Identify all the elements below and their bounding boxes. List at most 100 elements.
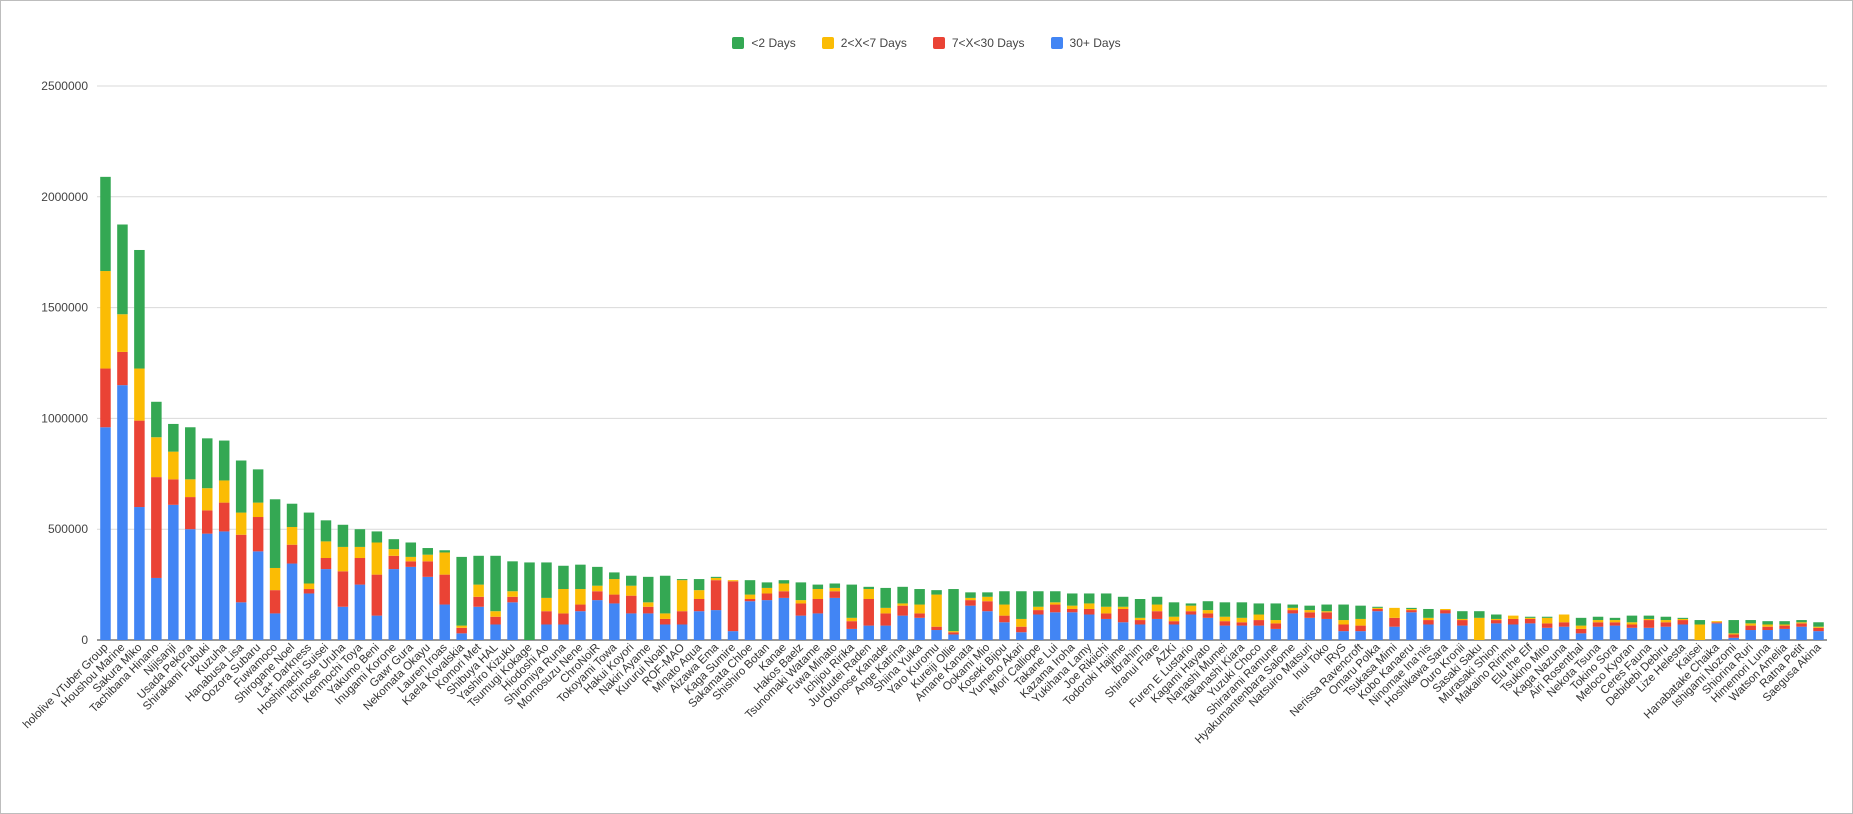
bar-segment: [439, 552, 450, 575]
bar-segment: [914, 613, 925, 618]
legend-item-30plus[interactable]: 30+ Days: [1050, 36, 1121, 50]
legend-item-7to30[interactable]: 7<X<30 Days: [932, 36, 1025, 50]
bar-segment: [1321, 604, 1332, 612]
bar-segment: [134, 249, 145, 369]
bar-segment: [507, 602, 518, 640]
legend-label-7to30: 7<X<30 Days: [951, 36, 1025, 50]
legend-item-2to7[interactable]: 2<X<7 Days: [821, 36, 907, 50]
bar-segment: [1677, 624, 1689, 640]
bar-segment: [1457, 620, 1468, 626]
bar-segment: [1151, 611, 1163, 619]
bar-segment: [354, 584, 366, 640]
bar-segment: [1677, 620, 1689, 625]
bar-segment: [1457, 611, 1468, 619]
bar-segment: [931, 594, 942, 627]
bar-segment: [405, 561, 417, 567]
bar-segment: [337, 524, 349, 547]
bar-segment: [1100, 618, 1112, 640]
bar-segment: [1287, 607, 1298, 611]
legend-label-30plus: 30+ Days: [1069, 36, 1121, 50]
bar-segment: [727, 631, 739, 640]
bar-segment: [642, 613, 654, 640]
bar-segment: [795, 582, 807, 601]
bar-segment: [541, 562, 552, 598]
bar-segment: [507, 561, 518, 592]
legend-item-lt2[interactable]: <2 Days: [732, 36, 796, 50]
bar-segment: [354, 529, 366, 547]
bar-segment: [1762, 630, 1773, 640]
bar-segment: [761, 593, 773, 601]
bar-segment: [235, 460, 247, 513]
bar-segment: [456, 556, 467, 626]
bar-segment: [1592, 620, 1604, 623]
bar-segment: [965, 597, 976, 601]
bar-segment: [1016, 626, 1027, 633]
bar-segment: [999, 622, 1010, 640]
bar-segment: [846, 621, 858, 629]
bar-segment: [1389, 626, 1400, 640]
bar-segment: [168, 479, 179, 505]
bar-segment: [1660, 626, 1672, 640]
bar-segment: [1745, 625, 1756, 631]
bar-segment: [286, 563, 298, 640]
bar-segment: [320, 558, 332, 570]
bar-segment: [473, 584, 484, 597]
bar-segment: [371, 574, 383, 616]
bar-segment: [1304, 617, 1315, 640]
bar-segment: [151, 477, 162, 578]
bar-segment: [371, 542, 383, 575]
bar-segment: [778, 580, 790, 584]
bar-segment: [744, 599, 756, 602]
bar-segment: [1694, 624, 1706, 640]
bar-segment: [269, 567, 281, 591]
bar-segment: [1762, 624, 1773, 627]
bar-segment: [320, 569, 332, 640]
bar-segment: [422, 554, 433, 562]
bar-segment: [524, 562, 535, 640]
bar-segment: [218, 531, 230, 640]
bar-segment: [1050, 602, 1061, 605]
bar-segment: [1796, 623, 1807, 627]
legend-swatch-lt2: [732, 37, 745, 49]
bar-segment: [134, 368, 145, 421]
bar-segment: [1524, 623, 1536, 640]
bar-segment: [846, 628, 858, 640]
bar-segment: [1050, 591, 1061, 603]
bar-segment: [1117, 608, 1129, 623]
bar-segment: [1643, 618, 1655, 621]
bar-segment: [1202, 610, 1214, 614]
bar-segment: [1287, 610, 1298, 614]
bar-segment: [880, 625, 891, 640]
bar-segment: [744, 594, 756, 600]
bar-segment: [1083, 593, 1095, 604]
bar-segment: [1151, 604, 1163, 612]
bar-segment: [1338, 620, 1349, 625]
bar-segment: [1355, 631, 1366, 640]
bar-segment: [1100, 593, 1112, 607]
bar-segment: [1423, 608, 1434, 618]
bar-segment: [185, 497, 196, 530]
bar-segment: [1474, 611, 1485, 618]
bar-segment: [1083, 614, 1095, 640]
bar-segment: [1372, 607, 1383, 609]
bar-segment: [1202, 601, 1214, 611]
bar-segment: [1253, 620, 1265, 626]
bar-segment: [1321, 611, 1332, 613]
bar-segment: [1677, 618, 1689, 621]
bar-segment: [100, 176, 111, 272]
bar-segment: [592, 585, 603, 592]
bar-segment: [168, 423, 179, 452]
bar-segment: [863, 599, 874, 626]
bar-segment: [1066, 605, 1078, 609]
bar-segment: [609, 594, 620, 604]
bar-segment: [405, 556, 417, 562]
legend-label-2to7: 2<X<7 Days: [840, 36, 907, 50]
bar-segment: [1626, 615, 1638, 623]
bar-segment: [1507, 615, 1519, 619]
bar-segment: [1592, 626, 1604, 640]
bar-segment: [1100, 613, 1112, 619]
bar-segment: [354, 546, 366, 559]
bar-segment: [1270, 620, 1282, 624]
bar-segment: [1558, 614, 1570, 623]
bar-segment: [710, 576, 722, 578]
